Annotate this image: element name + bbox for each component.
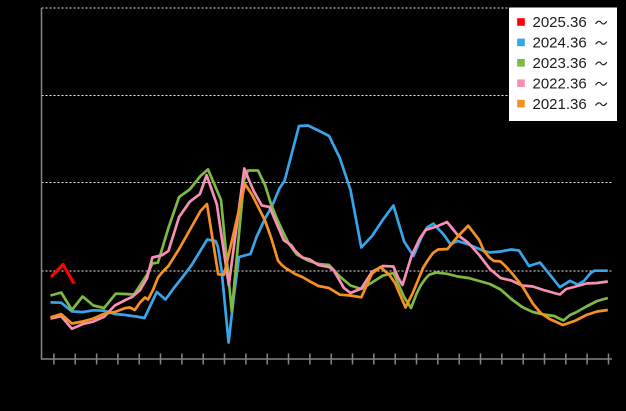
svg-text:2023.36: 2023.36 xyxy=(533,55,587,72)
svg-text:2025.36: 2025.36 xyxy=(533,14,587,31)
svg-text:2024.36: 2024.36 xyxy=(533,35,587,52)
svg-text:2021.36: 2021.36 xyxy=(533,96,587,113)
svg-text:2022.36: 2022.36 xyxy=(533,75,587,92)
